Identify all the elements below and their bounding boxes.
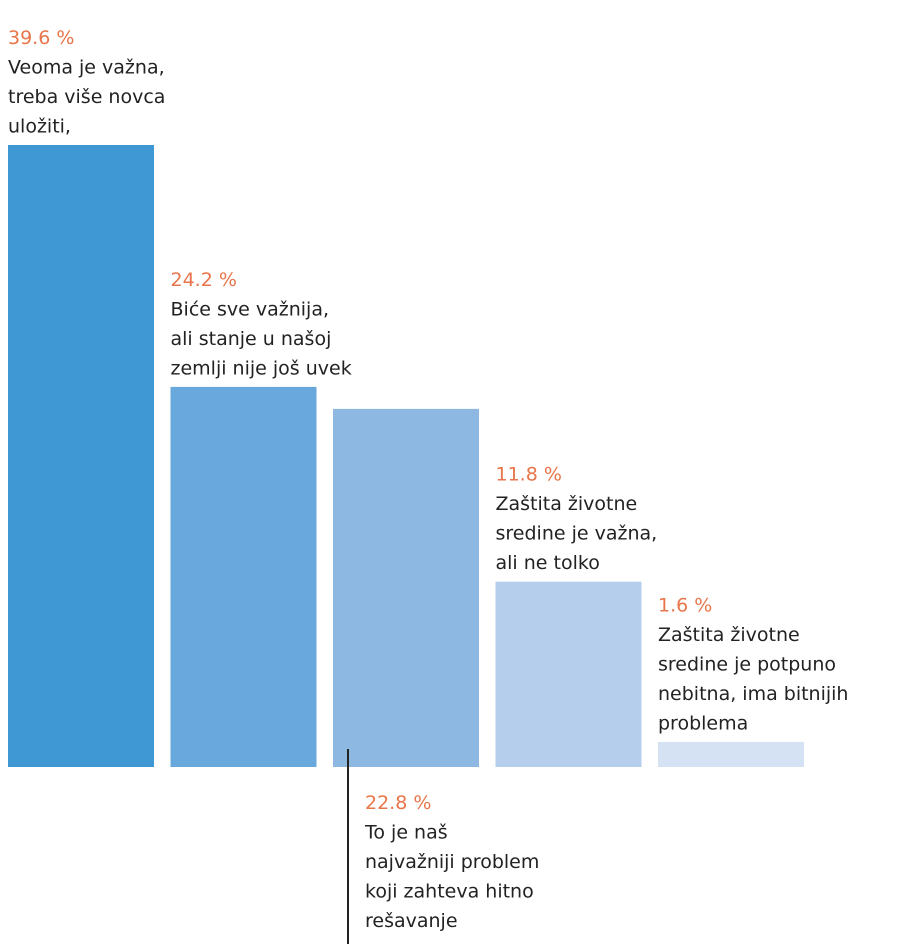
value-label-5: 1.6 % bbox=[658, 594, 712, 616]
category-label-3-line-2: najvažniji problem bbox=[365, 851, 539, 873]
category-label-4-line-2: sredine je važna, bbox=[496, 523, 658, 545]
category-label-4-line-1: Zaštita životne bbox=[496, 493, 638, 515]
category-label-5-line-2: sredine je potpuno bbox=[658, 653, 836, 675]
category-label-3-line-1: To je naš bbox=[364, 822, 448, 844]
bar-1 bbox=[8, 145, 154, 767]
bar-4 bbox=[495, 581, 642, 767]
category-label-1-line-2: treba više novca bbox=[8, 86, 165, 108]
bar-3 bbox=[333, 408, 479, 767]
category-label-1-line-1: Veoma je važna, bbox=[8, 57, 165, 79]
category-label-2-line-3: zemlji nije još uvek bbox=[171, 357, 352, 379]
category-label-2-line-2: ali stanje u našoj bbox=[171, 328, 332, 350]
category-label-4-line-3: ali ne tolko bbox=[496, 552, 600, 574]
bar-2 bbox=[170, 386, 317, 767]
value-label-4: 11.8 % bbox=[496, 464, 562, 486]
category-label-1-line-3: uložiti, bbox=[8, 116, 71, 138]
category-label-2-line-1: Biće sve važnija, bbox=[171, 298, 330, 320]
value-label-3: 22.8 % bbox=[365, 792, 431, 814]
category-label-5-line-3: nebitna, ima bitnijih bbox=[658, 683, 848, 705]
category-label-3-line-3: koji zahteva hitno bbox=[365, 881, 534, 903]
value-label-2: 24.2 % bbox=[171, 269, 237, 291]
value-label-1: 39.6 % bbox=[8, 27, 74, 49]
category-label-5-line-1: Zaštita životne bbox=[658, 624, 800, 646]
bar-5 bbox=[658, 741, 804, 767]
category-label-3-line-4: rešavanje bbox=[365, 910, 458, 932]
category-label-5-line-4: problema bbox=[658, 712, 748, 734]
